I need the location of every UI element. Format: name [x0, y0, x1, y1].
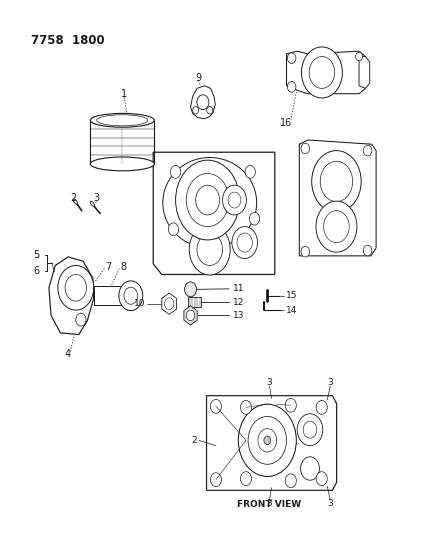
Circle shape [228, 192, 241, 208]
Circle shape [211, 473, 221, 487]
Bar [188, 297, 201, 307]
Circle shape [356, 52, 363, 61]
Circle shape [297, 414, 323, 446]
Ellipse shape [73, 199, 77, 204]
Text: 12: 12 [233, 297, 244, 306]
Circle shape [58, 265, 94, 310]
Polygon shape [162, 293, 177, 314]
Polygon shape [359, 56, 370, 88]
Text: 5: 5 [33, 250, 39, 260]
Text: 3: 3 [327, 378, 333, 387]
Ellipse shape [90, 157, 154, 171]
Polygon shape [153, 152, 275, 274]
Polygon shape [286, 51, 366, 94]
Text: 7: 7 [106, 262, 112, 271]
Circle shape [324, 211, 349, 243]
Circle shape [189, 224, 230, 275]
Circle shape [211, 399, 221, 413]
Text: FRONT VIEW: FRONT VIEW [238, 499, 301, 508]
Circle shape [76, 313, 86, 326]
Circle shape [250, 212, 260, 225]
Text: 8: 8 [121, 262, 127, 271]
Circle shape [320, 161, 353, 201]
Circle shape [170, 165, 181, 178]
Circle shape [237, 233, 253, 252]
Circle shape [285, 398, 296, 412]
Text: 6: 6 [33, 266, 39, 276]
Text: 2: 2 [70, 193, 76, 204]
Circle shape [309, 56, 335, 88]
Circle shape [285, 474, 296, 488]
Circle shape [186, 173, 229, 227]
Text: 3: 3 [267, 378, 272, 387]
Circle shape [197, 95, 209, 110]
Text: 11: 11 [233, 284, 245, 293]
Text: 7758  1800: 7758 1800 [30, 34, 104, 47]
Circle shape [248, 416, 286, 464]
Circle shape [363, 146, 372, 156]
Circle shape [264, 436, 271, 445]
Text: 3: 3 [327, 499, 333, 508]
Circle shape [301, 47, 342, 98]
Circle shape [316, 472, 327, 486]
Circle shape [245, 165, 256, 178]
Circle shape [241, 400, 252, 414]
Text: 13: 13 [233, 311, 245, 320]
Text: 3: 3 [94, 193, 100, 204]
Circle shape [241, 472, 252, 486]
Circle shape [258, 429, 277, 452]
Circle shape [301, 246, 309, 257]
Text: 10: 10 [134, 299, 146, 308]
Circle shape [196, 185, 220, 215]
Circle shape [197, 233, 223, 265]
Circle shape [287, 82, 296, 92]
Ellipse shape [97, 115, 148, 126]
Circle shape [316, 400, 327, 414]
Ellipse shape [90, 201, 95, 206]
Circle shape [65, 274, 86, 301]
Circle shape [287, 53, 296, 63]
Circle shape [312, 151, 361, 212]
Circle shape [207, 107, 213, 114]
Circle shape [175, 160, 240, 240]
Circle shape [164, 298, 174, 310]
Circle shape [184, 282, 196, 297]
Circle shape [193, 107, 199, 114]
Text: 2: 2 [192, 436, 197, 445]
Polygon shape [299, 140, 376, 256]
Text: 3: 3 [267, 499, 272, 508]
Ellipse shape [90, 114, 154, 127]
Circle shape [303, 421, 317, 438]
Circle shape [119, 281, 143, 311]
Circle shape [300, 457, 319, 480]
Polygon shape [190, 86, 215, 119]
Polygon shape [207, 395, 337, 490]
Circle shape [232, 227, 258, 259]
Ellipse shape [163, 158, 257, 248]
Text: 14: 14 [285, 305, 297, 314]
Bar [94, 286, 122, 305]
Circle shape [124, 287, 138, 304]
Text: 16: 16 [279, 118, 292, 128]
Text: 15: 15 [285, 291, 297, 300]
Text: 9: 9 [195, 73, 201, 83]
Circle shape [186, 310, 195, 321]
Circle shape [223, 185, 247, 215]
Circle shape [316, 201, 357, 252]
Circle shape [168, 223, 178, 236]
Circle shape [238, 404, 296, 477]
Polygon shape [184, 306, 197, 325]
Text: 4: 4 [65, 349, 71, 359]
Circle shape [363, 245, 372, 256]
Polygon shape [49, 257, 94, 335]
Circle shape [301, 143, 309, 154]
Text: 1: 1 [122, 88, 128, 99]
